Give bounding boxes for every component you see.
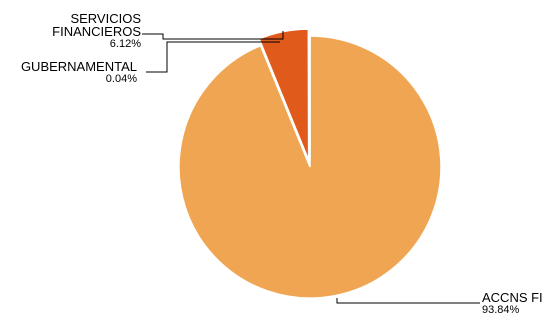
leader-lines [142, 31, 480, 304]
leader-line-gubernamental [146, 41, 280, 73]
slice-value-label: 0.04% [105, 73, 137, 85]
slice-label-line: GUBERNAMENTAL [20, 59, 137, 74]
slice-value-label: 6.12% [109, 38, 141, 50]
slice-label-line: FINANCIEROS [52, 24, 141, 39]
leader-line-servicios-financieros [142, 31, 284, 40]
slice-value-label: 93.84% [482, 304, 520, 316]
pie-slices [178, 28, 442, 299]
label-gubernamental: GUBERNAMENTAL 0.04% [21, 60, 137, 85]
label-servicios-financieros: SERVICIOS FINANCIEROS 6.12% [52, 12, 141, 50]
label-accns-fi: ACCNS FI 93.84% [482, 291, 543, 316]
slice-label-line: ACCNS FI [482, 290, 543, 305]
pie-slice-accns-fi [178, 35, 442, 299]
slice-label-line: SERVICIOS [70, 11, 141, 26]
leader-line-accns-fi [336, 298, 480, 304]
